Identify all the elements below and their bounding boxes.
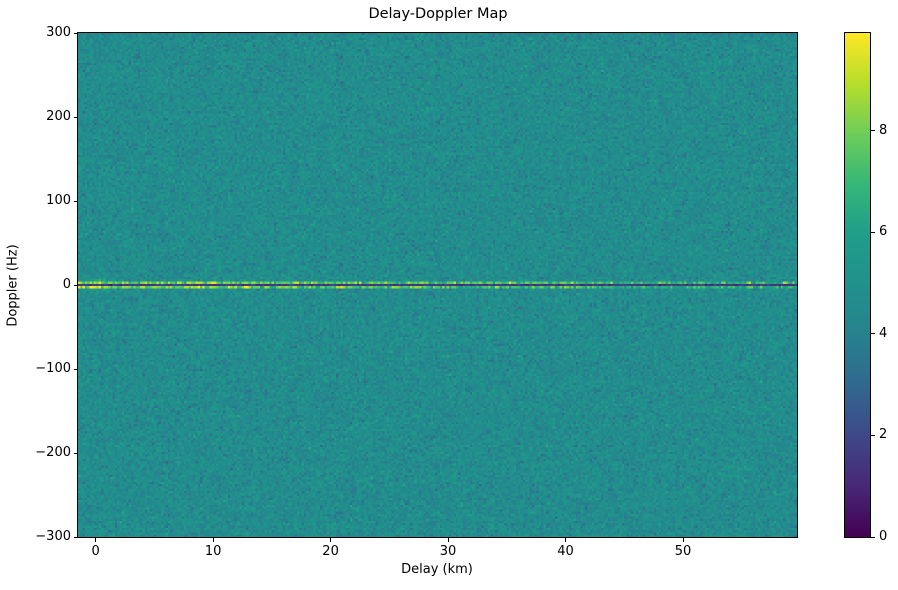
colorbar-tick-mark [871, 130, 875, 132]
y-tick-label: −300 [35, 529, 71, 544]
x-tick-mark [95, 538, 97, 542]
chart-title: Delay-Doppler Map [368, 6, 508, 22]
x-tick-mark [682, 538, 684, 542]
x-tick-label: 10 [204, 544, 222, 559]
colorbar-tick-mark [871, 333, 875, 335]
y-tick-label: 100 [46, 193, 71, 208]
y-tick-mark [73, 284, 78, 286]
y-tick-mark [73, 536, 78, 538]
colorbar-canvas [845, 33, 870, 537]
x-tick-mark [447, 538, 449, 542]
y-tick-mark [73, 32, 78, 34]
y-tick-label: −100 [35, 361, 71, 376]
y-tick-label: 200 [46, 109, 71, 124]
x-tick-mark [212, 538, 214, 542]
x-tick-label: 30 [439, 544, 457, 559]
y-tick-mark [73, 452, 78, 454]
heatmap-canvas [78, 33, 797, 537]
colorbar-tick-label: 4 [879, 325, 888, 341]
colorbar-tick-label: 0 [879, 529, 888, 544]
y-tick-mark [73, 116, 78, 118]
colorbar-tick-label: 6 [879, 224, 888, 240]
colorbar-tick-label: 2 [879, 427, 888, 443]
x-tick-label: 0 [91, 544, 100, 559]
y-tick-mark [73, 368, 78, 370]
x-tick-mark [330, 538, 332, 542]
colorbar-tick-mark [871, 231, 875, 233]
x-axis-label: Delay (km) [401, 562, 473, 577]
y-tick-label: 300 [46, 25, 71, 40]
y-tick-label: −200 [35, 445, 71, 460]
x-tick-mark [565, 538, 567, 542]
x-tick-label: 40 [557, 544, 574, 559]
y-tick-label: 0 [62, 277, 71, 292]
colorbar-tick-label: 8 [879, 122, 888, 138]
x-tick-label: 50 [674, 544, 692, 559]
y-tick-mark [73, 200, 78, 202]
colorbar-tick-mark [871, 536, 875, 538]
colorbar-tick-mark [871, 434, 875, 436]
x-tick-label: 20 [322, 544, 339, 559]
